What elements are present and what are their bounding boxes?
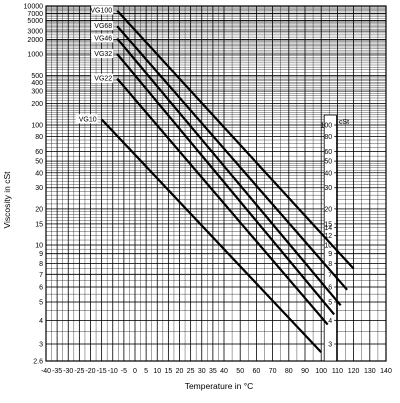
series-label-vg46: VG46 [94, 36, 112, 43]
x-tick-label: 0 [133, 368, 137, 375]
x-tick-label: -30 [63, 368, 73, 375]
y-tick-label: 200 [31, 101, 43, 108]
x-tick-label: 50 [236, 368, 244, 375]
series-label-vg100: VG100 [90, 8, 112, 15]
x-tick-label: -35 [52, 368, 62, 375]
series-line-vg68 [116, 25, 348, 291]
y-tick-label: 2.6 [33, 359, 43, 366]
x-tick-label: 10 [153, 368, 161, 375]
y-tick-label: 80 [35, 134, 43, 141]
x-tick-label: -40 [41, 368, 51, 375]
series-label-bg [91, 73, 114, 83]
series-label-bg [75, 114, 98, 124]
x-tick-label: 140 [380, 368, 392, 375]
y-tick-label: 15 [35, 221, 43, 228]
y-tick-label: 30 [35, 185, 43, 192]
y-tick-label: 3 [39, 342, 43, 349]
x-tick-label: 110 [332, 368, 343, 375]
y-tick-label: 2000 [27, 37, 43, 44]
y-tick-label: 6 [39, 285, 43, 292]
x-tick-label: 90 [301, 368, 309, 375]
y-tick-label: 10 [35, 243, 43, 250]
y-tick-label: 20 [35, 206, 43, 213]
y-tick-label: 300 [31, 89, 43, 96]
x-tick-label: 100 [315, 368, 327, 375]
series-label-vg68: VG68 [94, 23, 112, 30]
series-label-vg22: VG22 [94, 76, 112, 83]
x-tick-label: 60 [253, 368, 261, 375]
x-tick-label: 15 [164, 368, 172, 375]
series-line-vg32 [116, 53, 336, 316]
y-tick-label: 50 [35, 159, 43, 166]
x-tick-label: -5 [121, 368, 127, 375]
inset-tick-label: 4 [328, 318, 332, 325]
inset-tick-label: 100 [321, 123, 333, 130]
x-tick-label: 5 [144, 368, 148, 375]
x-tick-label: 130 [364, 368, 376, 375]
series-label-vg32: VG32 [94, 51, 112, 58]
inset-tick-label: 5 [328, 299, 332, 306]
y-tick-label: 500 [31, 73, 43, 80]
y-tick-label: 8 [39, 261, 43, 268]
inset-tick-label: 40 [324, 170, 332, 177]
x-tick-label: 40 [220, 368, 228, 375]
series-label-bg [91, 21, 114, 31]
y-tick-label: 7 [39, 272, 43, 279]
y-tick-label: 100 [31, 123, 43, 130]
inset-tick-label: 8 [328, 261, 332, 268]
plot-frame [45, 5, 387, 362]
series-lines: VG100 VG68 VG46 VG32 VG22 VG10 [75, 5, 355, 353]
x-tick-label: 120 [348, 368, 360, 375]
x-tick-label: 80 [285, 368, 293, 375]
inset-tick-label: 3 [328, 342, 332, 349]
y-tick-label: 3000 [27, 29, 43, 36]
x-tick-label: 25 [187, 368, 195, 375]
x-tick-label: -15 [97, 368, 107, 375]
inset-tick-label: 7 [328, 272, 332, 279]
y-tick-label: 9 [39, 251, 43, 258]
x-tick-label: 30 [198, 368, 206, 375]
y-tick-label: 10000 [24, 4, 44, 11]
inset-tick-label: 30 [324, 185, 332, 192]
series-line-vg22 [116, 77, 329, 326]
inset-unit-label: cSt [339, 119, 349, 126]
series-label-bg [91, 5, 114, 15]
y-axis-title: Viscosity in cSt [2, 171, 12, 229]
y-tick-label: 5 [39, 299, 43, 306]
tick-labels: 1008060504030201514121098765431000070005… [24, 4, 392, 376]
y-tick-label: 7000 [27, 11, 43, 18]
x-tick-label: 35 [209, 368, 217, 375]
inset-tick-label: 12 [324, 233, 332, 240]
inset-tick-label: 9 [328, 251, 332, 258]
series-label-vg10: VG10 [79, 116, 97, 123]
x-tick-label: 20 [176, 368, 184, 375]
x-tick-label: -20 [85, 368, 95, 375]
inset-tick-label: 50 [324, 159, 332, 166]
series-line-vg46 [116, 37, 342, 307]
inset-tick-label: 6 [328, 285, 332, 292]
x-axis-title: Temperature in °C [185, 381, 254, 391]
x-tick-label: -10 [108, 368, 118, 375]
x-tick-label: 70 [269, 368, 277, 375]
y-tick-label: 5000 [27, 18, 43, 25]
y-tick-label: 60 [35, 149, 43, 156]
series-line-vg10 [100, 118, 323, 353]
inset-tick-label: 60 [324, 149, 332, 156]
x-tick-label: -25 [74, 368, 84, 375]
y-tick-label: 4 [39, 318, 43, 325]
series-label-bg [91, 33, 114, 43]
inset-tick-label: 80 [324, 134, 332, 141]
y-tick-label: 40 [35, 170, 43, 177]
inset-tick-label: 15 [324, 221, 332, 228]
y-tick-label: 1000 [27, 52, 43, 59]
y-tick-label: 400 [31, 80, 43, 87]
inset-tick-label: 20 [324, 206, 332, 213]
series-line-vg100 [116, 9, 355, 270]
series-label-bg [91, 49, 114, 58]
inset-tick-label: 14 [324, 225, 332, 232]
inset-tick-label: 10 [324, 243, 332, 250]
